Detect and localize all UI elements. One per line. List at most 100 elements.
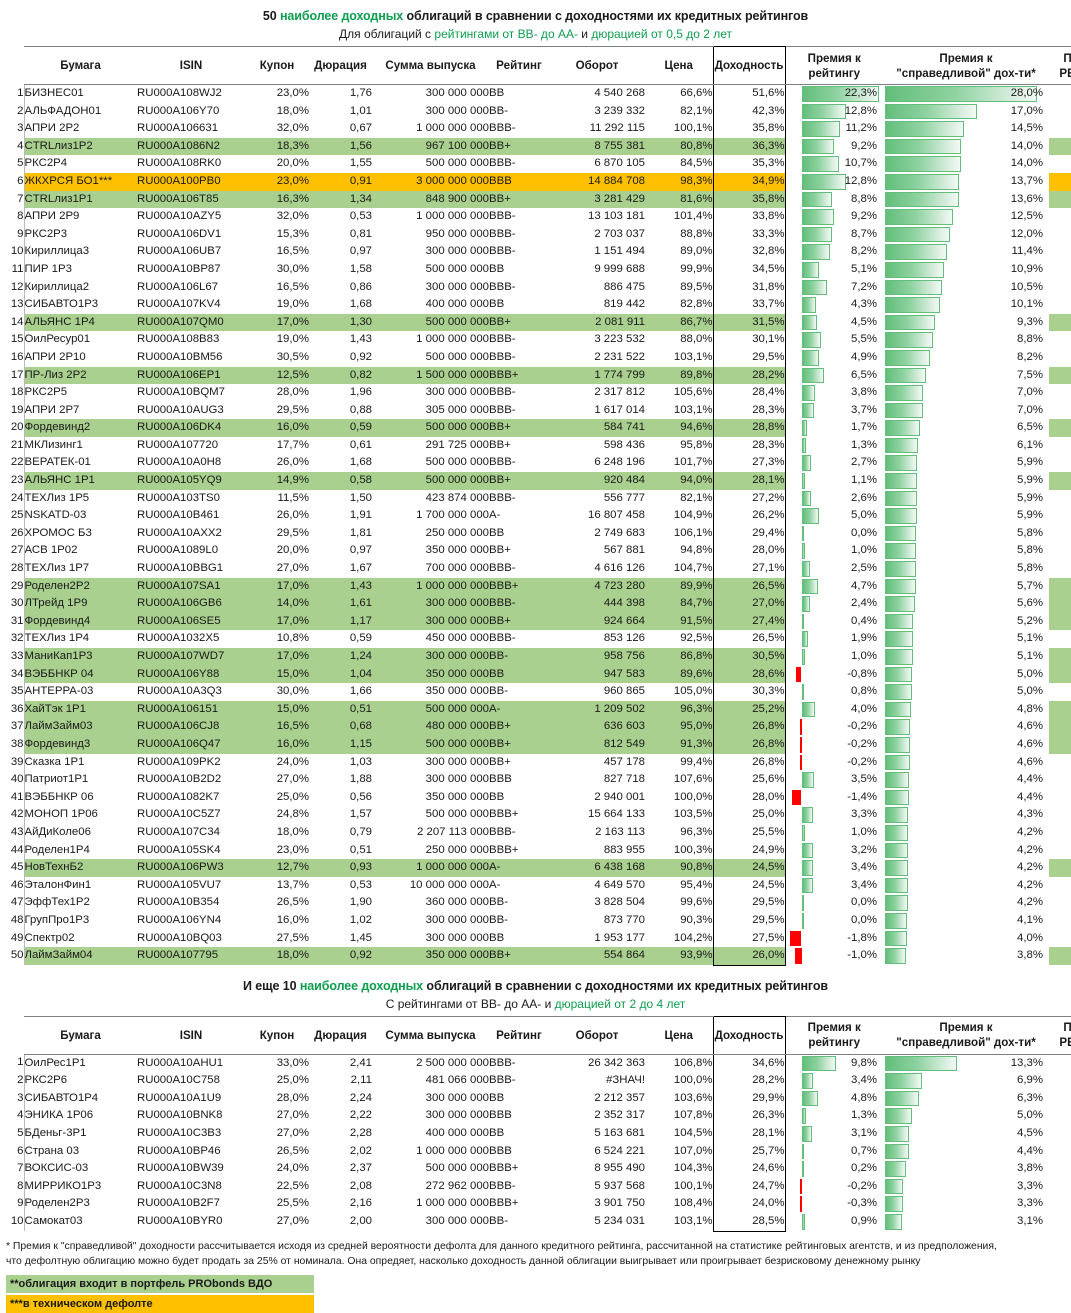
bond-issue-sum: 305 000 000: [425, 403, 489, 416]
bond-isin: RU000A1032X5: [137, 632, 220, 645]
bond-name: ХайТэк 1Р1: [24, 700, 137, 719]
premium-rating-value: -0,2%: [847, 737, 877, 750]
bond-turnover: 920 484: [549, 472, 645, 490]
row-index: 15: [0, 331, 25, 349]
bond-coupon: 12,5%: [245, 366, 309, 385]
bond-turnover: 2 749 683: [594, 526, 645, 539]
premium-fair-bar: [885, 349, 930, 366]
bond-rating: BB+: [489, 544, 511, 557]
bond-rating: BB+: [489, 190, 549, 209]
premium-fair-bar: [885, 297, 940, 313]
bond-rating: BBB-: [489, 333, 516, 346]
bond-coupon: 32,0%: [276, 210, 309, 223]
header2-price: Цена: [645, 1015, 713, 1055]
table-row: 35 АНТЕРРА-03 RU000A10A3Q3 30,0% 1,66 350 000…: [0, 683, 1071, 701]
premium-repo-value: 16,5%: [1049, 137, 1071, 156]
row-index: 44: [0, 841, 25, 860]
table-row: 8 АПРИ 2Р9 RU000A10AZY5 32,0% 0,53 1 000 000 …: [0, 208, 1071, 226]
premium-repo-value: 7,5%: [1049, 454, 1071, 472]
premium-rating-bar: [801, 543, 805, 560]
header2-premium-rating-l2: рейтингу: [808, 1036, 861, 1050]
row-index: 17: [0, 366, 25, 385]
row-index: 5: [0, 1125, 25, 1143]
bond-coupon: 27,5%: [276, 931, 309, 944]
bond-isin: RU000A10B2D2: [137, 773, 222, 786]
bond-turnover: 9 999 688: [594, 262, 645, 275]
premium-rating-bar: [801, 701, 816, 718]
premium-rating-value: 12,8%: [844, 174, 877, 187]
premium-repo-value: 16,0%: [1049, 190, 1071, 209]
bond-isin: RU000A105SK4: [137, 843, 221, 856]
premium-rating-bar: [801, 385, 815, 401]
bond-yield: 28,8%: [712, 419, 786, 437]
premium-repo-value: 8,4%: [1049, 366, 1071, 385]
premium-rating-bar: [801, 807, 813, 823]
bond-issue-sum: 350 000 000: [425, 544, 489, 557]
bond-coupon: 15,0%: [245, 665, 309, 684]
bond-turnover: 6 438 168: [549, 859, 645, 877]
bond-isin: RU000A109PK2: [137, 755, 221, 768]
premium-fair-cell: 4,4%: [883, 788, 1049, 807]
bond-coupon: 23,0%: [276, 843, 309, 856]
bond-isin: RU000A106EP1: [137, 366, 245, 385]
premium-rating-cell: 4,9%: [785, 348, 883, 367]
premium-repo-value: 11,7%: [1049, 313, 1071, 332]
premium-rating-value: 3,1%: [851, 1127, 877, 1140]
bond-coupon: 16,5%: [276, 280, 309, 293]
bond-rating: BB-: [489, 104, 508, 117]
bond-turnover: 1 617 014: [594, 403, 645, 416]
bond-duration: 1,66: [349, 685, 372, 698]
premium-fair-cell: 6,3%: [883, 1089, 1049, 1108]
premium-rating-cell: 7,2%: [785, 278, 883, 297]
bond-duration: 1,02: [349, 913, 372, 926]
bond-yield: 27,0%: [712, 595, 786, 613]
bond-name: АПРИ 2Р10: [24, 350, 86, 363]
premium-rating-bar: [801, 684, 805, 700]
premium-rating-cell: -0,8%: [785, 665, 883, 684]
premium-rating-value: 5,0%: [851, 509, 877, 522]
bond-isin: RU000A106GB6: [137, 595, 245, 613]
table-row: 16 АПРИ 2Р10 RU000A10BM56 30,5% 0,92 500 000 …: [0, 348, 1071, 367]
premium-fair-cell: 10,1%: [883, 296, 1049, 314]
bond-price: 90,8%: [645, 859, 713, 877]
bond-yield: 35,3%: [712, 155, 786, 173]
premium-rating-cell: 0,0%: [785, 524, 883, 543]
bond-coupon: 27,0%: [276, 773, 309, 786]
premium-fair-bar: [885, 86, 1037, 102]
premium-fair-bar: [885, 314, 936, 331]
premium-rating-cell: 0,9%: [785, 1213, 883, 1232]
bond-rating: BBB+: [489, 366, 549, 385]
premium-rating-cell: 2,6%: [785, 489, 883, 508]
premium-fair-bar: [885, 649, 913, 665]
premium-fair-bar: [885, 1196, 903, 1213]
header2-duration: Дюрация: [309, 1015, 372, 1055]
bond-name: ПИР 1Р3: [24, 262, 72, 275]
bond-yield: 26,5%: [712, 577, 786, 596]
premium-rating-cell: 3,4%: [785, 876, 883, 895]
bond-isin: RU000A10C5Z7: [137, 808, 221, 821]
premium-rating-cell: 6,5%: [785, 366, 883, 385]
bond-name: ВЭББНКР 04: [24, 665, 137, 684]
row-index: 41: [0, 788, 25, 807]
premium-rating-value: 4,7%: [851, 579, 877, 592]
premium-repo-value: 7,0%: [1049, 735, 1071, 754]
premium-fair-cell: 4,6%: [883, 735, 1049, 754]
bond-yield: 25,6%: [712, 771, 786, 789]
bond-issue-sum: 300 000 000: [425, 1109, 489, 1122]
premium-rating-value: 0,2%: [851, 1162, 877, 1175]
bond-yield: 28,3%: [712, 401, 786, 420]
bond-name: CTRLлиз1Р1: [24, 190, 137, 209]
bond-issue-sum: 450 000 000: [425, 632, 489, 645]
premium-rating-cell: 5,1%: [785, 260, 883, 279]
premium-rating-value: 4,0%: [851, 702, 877, 715]
header-bumaga: Бумага: [24, 46, 137, 85]
header-yield: Доходность: [712, 46, 786, 85]
bond-duration: 2,11: [350, 1074, 372, 1087]
bond-yield: 24,5%: [712, 876, 786, 895]
bond-duration: 1,24: [309, 648, 372, 666]
bond-issue-sum: 10 000 000 000: [409, 878, 489, 891]
premium-rating-cell: 3,1%: [785, 1125, 883, 1143]
premium-fair-bar: [885, 666, 913, 683]
bond-isin: RU000A10BBG1: [137, 562, 224, 575]
table-row: 3 СИБАВТО1Р4 RU000A10A1U9 28,0% 2,24 300 000 …: [0, 1089, 1071, 1108]
